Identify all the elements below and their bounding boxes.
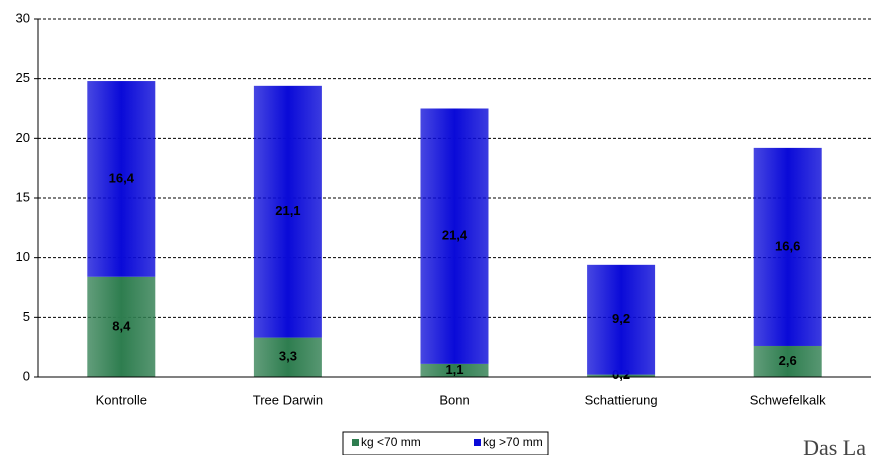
- bar-segment: [253, 85, 322, 338]
- legend-swatch: [474, 439, 481, 446]
- x-tick-label: Tree Darwin: [253, 392, 323, 407]
- value-label: 21,4: [442, 228, 468, 243]
- value-label: 8,4: [112, 318, 131, 333]
- value-label: 16,6: [775, 238, 800, 253]
- bar-segment: [587, 264, 656, 375]
- legend-label: kg >70 mm: [483, 435, 543, 449]
- value-label: 9,2: [612, 311, 630, 326]
- bar-segment: [753, 345, 822, 377]
- value-label: 3,3: [279, 349, 297, 364]
- bar-segment: [87, 81, 156, 277]
- value-label: 21,1: [275, 203, 300, 218]
- bar-segment: [420, 363, 489, 377]
- y-tick-label: 0: [23, 368, 30, 383]
- y-tick-label: 5: [23, 309, 30, 324]
- bar-segment: [253, 337, 322, 377]
- bar-segment: [420, 108, 489, 364]
- y-tick-label: 30: [16, 10, 30, 25]
- value-label: 16,4: [109, 170, 135, 185]
- value-label: 1,1: [445, 362, 463, 377]
- bar-segment: [587, 374, 656, 377]
- legend-swatch: [352, 439, 359, 446]
- legend-box: [342, 431, 549, 455]
- x-tick-label: Bonn: [439, 392, 469, 407]
- y-tick-label: 15: [16, 189, 30, 204]
- y-tick-label: 10: [16, 249, 30, 264]
- value-label: 2,6: [779, 353, 797, 368]
- y-tick-label: 25: [16, 70, 30, 85]
- x-tick-label: Schwefelkalk: [750, 392, 826, 407]
- bar-segment: [753, 147, 822, 346]
- legend-label: kg <70 mm: [361, 435, 421, 449]
- logo-text: Das La: [803, 435, 866, 455]
- bar-segment: [87, 276, 156, 377]
- y-tick-label: 20: [16, 130, 30, 145]
- x-tick-label: Kontrolle: [96, 392, 147, 407]
- x-tick-label: Schattierung: [585, 392, 658, 407]
